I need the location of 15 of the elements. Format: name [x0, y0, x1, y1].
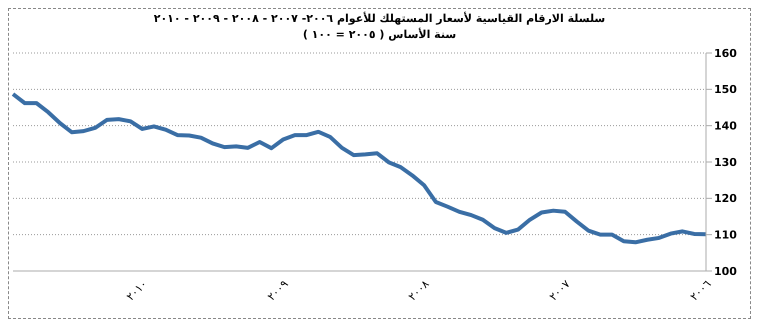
y-tick-label: 150	[714, 83, 738, 96]
y-tick-label: 100	[714, 264, 738, 278]
y-tick-label: 110	[714, 228, 738, 242]
x-tick-label: ٢٠٠٦	[688, 277, 714, 304]
y-tick-label: 120	[714, 192, 738, 206]
chart-subtitle: سنة الأساس ( ٢٠٠٥ = ١٠٠ )	[302, 27, 458, 43]
y-tick-label: 130	[714, 156, 738, 169]
x-tick-label: ٢٠٠٧	[546, 277, 573, 304]
y-tick-label: 140	[714, 120, 738, 133]
y-tick-label: 160	[714, 46, 738, 60]
x-tick-label: ٢٠١٠	[124, 277, 150, 304]
chart-title: سلسلة الارقام القياسية لأسعار المستهلك للأعوام ٢٠٠٦- ٢٠٠٧ - ٢٠٠٨ - ٢٠٠٩ - ٢٠١٠	[152, 11, 606, 27]
x-tick-label: ٢٠٠٨	[406, 277, 432, 304]
line-series	[11, 92, 708, 244]
x-tick-label: ٢٠٠٩	[264, 277, 291, 304]
